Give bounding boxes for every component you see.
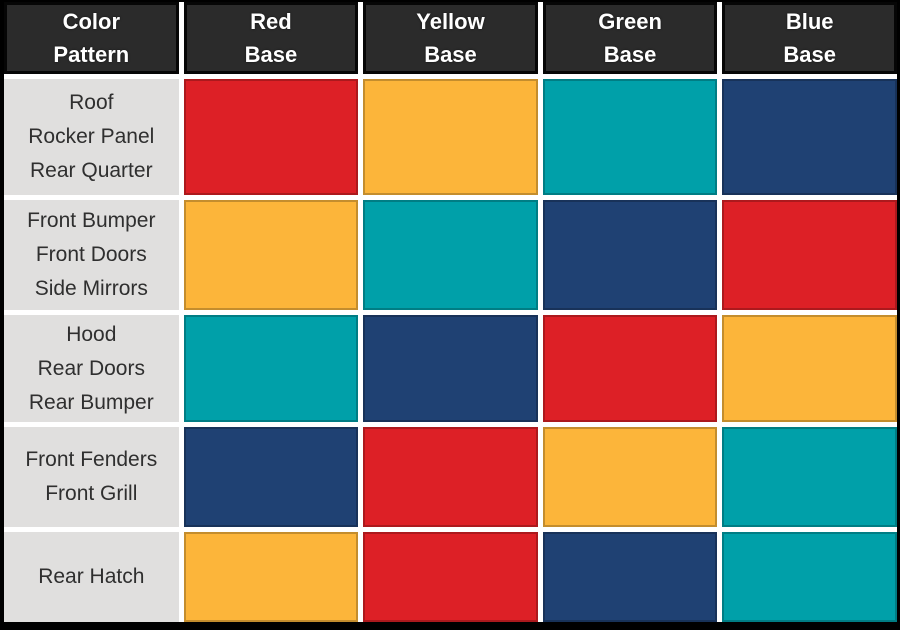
row-label-front-fenders-front-grill: Front Fenders Front Grill [4,427,179,527]
color-swatch [183,427,359,527]
color-swatch [722,315,897,423]
color-swatch [363,315,538,423]
color-swatch [183,315,359,423]
color-swatch [363,79,538,196]
header-line: Red [250,9,292,34]
color-swatch [542,531,718,622]
row-label-line: Rear Bumper [28,390,154,414]
color-swatch [722,200,897,311]
row-label-front-bumper-doors-mirrors: Front Bumper Front Doors Side Mirrors [4,200,179,311]
color-swatch [183,531,359,622]
color-swatch [363,200,538,311]
header-line: Base [783,42,836,67]
row-label-line: Rear Quarter [30,159,153,183]
row-label-line: Front Bumper [27,209,156,233]
row-label-line: Rear Hatch [38,564,145,588]
header-line: Green [598,9,662,34]
row-label-line: Roof [69,91,114,115]
color-swatch [363,427,538,527]
header-line: Pattern [53,42,130,67]
row-label-line: Rocker Panel [28,125,155,149]
color-swatch [183,79,359,196]
row-label-hood-rear-doors-rear-bumper: Hood Rear Doors Rear Bumper [4,315,179,423]
header-green-base: Green Base [542,2,718,74]
color-swatch [363,531,538,622]
header-line: Blue [785,9,834,34]
header-yellow-base: Yellow Base [363,2,538,74]
color-swatch [542,200,718,311]
color-swatch [722,531,897,622]
color-swatch [542,427,718,527]
table-frame: Color Pattern Red Base Yellow Base Green… [4,2,897,622]
header-red-base: Red Base [183,2,359,74]
row-label-roof-rocker-rear-quarter: Roof Rocker Panel Rear Quarter [4,79,179,196]
row-label-line: Front Grill [45,482,138,506]
row-label-line: Front Doors [35,243,147,267]
color-swatch [722,427,897,527]
header-line: Base [603,42,657,67]
header-blue-base: Blue Base [722,2,897,74]
row-label-rear-hatch: Rear Hatch [4,531,179,622]
color-swatch [542,315,718,423]
row-label-line: Side Mirrors [34,277,148,301]
color-swatch [542,79,718,196]
row-label-line: Rear Doors [37,356,145,380]
color-swatch [722,79,897,196]
color-swatch [183,200,359,311]
header-line: Base [424,42,477,67]
header-line: Color [62,9,121,34]
row-label-line: Front Fenders [25,448,158,472]
header-color-pattern: Color Pattern [4,2,179,74]
header-line: Base [244,42,298,67]
header-line: Yellow [416,9,485,34]
row-label-line: Hood [66,322,117,346]
color-pattern-table: Color Pattern Red Base Yellow Base Green… [4,2,897,622]
